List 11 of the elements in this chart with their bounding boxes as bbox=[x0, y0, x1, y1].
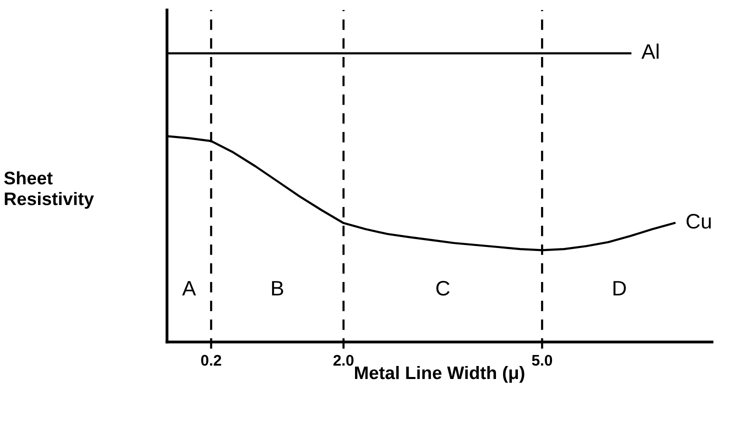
x-axis-title: Metal Line Width (μ) bbox=[355, 366, 524, 383]
series-label: Al bbox=[641, 44, 659, 59]
annotation: C bbox=[436, 280, 450, 296]
x-tick-label: 2.0 bbox=[333, 354, 354, 366]
x-tick-label: 0.2 bbox=[201, 354, 222, 366]
annotation: A bbox=[182, 281, 196, 296]
x-tick-label: 5.0 bbox=[532, 354, 552, 366]
series-label: Cu bbox=[686, 214, 711, 229]
annotation: B bbox=[272, 281, 284, 296]
annotation: D bbox=[614, 281, 626, 296]
y-axis-title: Sheet Resistivity bbox=[4, 171, 94, 209]
